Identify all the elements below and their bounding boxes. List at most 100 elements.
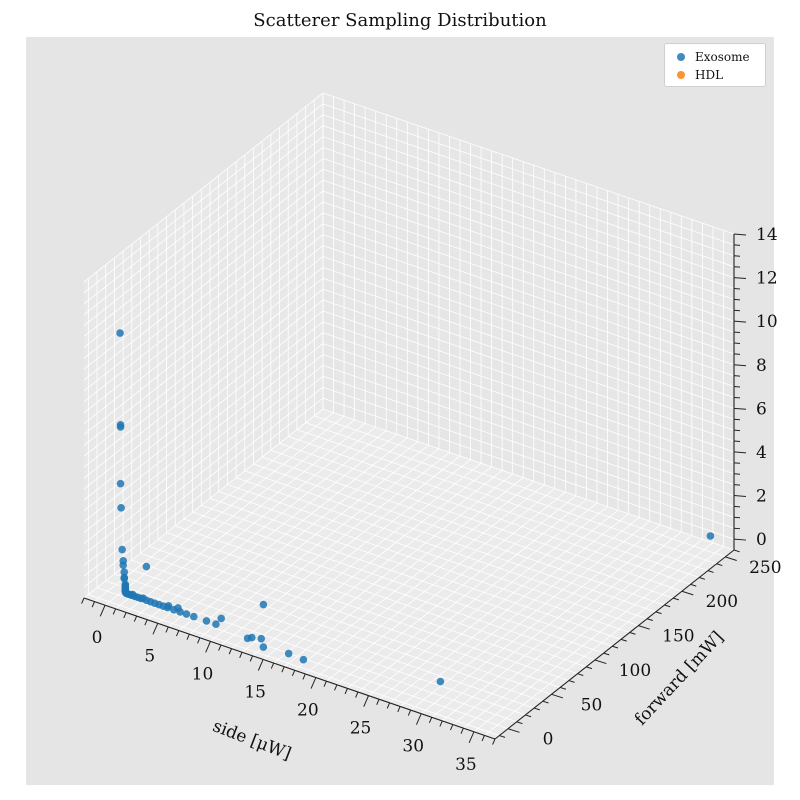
z-tick-label: 4 xyxy=(756,443,767,463)
x-tick-mark xyxy=(302,673,306,680)
z-grid-back xyxy=(322,212,735,355)
x-tick-label: 5 xyxy=(144,646,155,666)
x-grid-floor xyxy=(484,546,724,736)
z-grid-back xyxy=(322,397,735,540)
x-tick-mark xyxy=(449,724,454,731)
x-grid-floor xyxy=(178,441,419,631)
x-grid-floor xyxy=(273,473,513,664)
x-tick-label: 35 xyxy=(455,755,477,775)
axis-lines xyxy=(81,233,747,745)
x-tick-mark xyxy=(460,727,464,734)
legend-item-hdl: HDL xyxy=(665,66,723,84)
x-grid-floor xyxy=(389,513,629,704)
y-grid-floor xyxy=(149,546,561,688)
z-grid-back xyxy=(322,201,735,344)
x-grid-floor xyxy=(104,415,345,606)
y-tick-mark xyxy=(551,693,564,699)
x-grid-floor xyxy=(231,459,471,649)
data-point-exosome xyxy=(284,649,293,658)
x-grid-floor xyxy=(357,502,598,693)
data-point-exosome xyxy=(164,601,173,610)
x-tick-mark xyxy=(152,623,159,635)
legend-marker-hdl xyxy=(677,71,685,79)
legend: Exosome HDL xyxy=(664,43,766,87)
x-tick-mark xyxy=(439,720,443,727)
z-grid-left xyxy=(83,103,324,294)
z-grid-left xyxy=(83,125,324,316)
x-tick-mark xyxy=(165,626,169,633)
y-grid-floor xyxy=(288,436,700,578)
z-tick-mark xyxy=(733,320,747,323)
z-grid-back xyxy=(322,125,735,268)
x-tick-mark xyxy=(91,601,95,608)
z-grid-back xyxy=(322,136,735,278)
y-tick-mark xyxy=(629,631,636,635)
x-tick-mark xyxy=(133,615,138,622)
z-grid-back xyxy=(322,266,735,409)
y-grid-floor xyxy=(218,491,630,633)
x-grid-floor xyxy=(315,488,556,678)
y-tick-label: 50 xyxy=(581,695,603,715)
z-tick-mark xyxy=(733,451,747,454)
z-grid-left xyxy=(83,234,324,424)
z-grid-left xyxy=(83,190,324,381)
y-grid-floor xyxy=(201,504,613,647)
y-grid-floor xyxy=(183,518,596,661)
y-tick-mark xyxy=(603,652,610,656)
z-grid-left xyxy=(83,375,324,566)
y-grid-floor xyxy=(322,408,735,551)
data-point-exosome xyxy=(142,562,151,571)
data-point-exosome xyxy=(116,423,125,431)
z-grid-left xyxy=(83,354,324,544)
z-grid-back xyxy=(322,103,735,246)
x-tick-mark xyxy=(205,641,211,653)
z-grid-left xyxy=(83,179,324,370)
y-tick-label: 150 xyxy=(662,627,694,647)
x-grid-floor xyxy=(399,517,640,707)
x-tick-mark xyxy=(144,619,148,626)
data-point-exosome xyxy=(117,503,125,512)
x-tick-mark xyxy=(481,735,485,742)
y-tick-mark xyxy=(716,563,723,567)
z-grid-back xyxy=(322,190,735,333)
x-grid-floor xyxy=(168,437,408,628)
data-point-exosome xyxy=(120,568,129,576)
x-grid-floor xyxy=(347,499,587,689)
data-point-exosome xyxy=(247,633,256,642)
x-tick-mark xyxy=(112,608,117,615)
x-grid-floor xyxy=(294,480,535,671)
x-grid-floor xyxy=(146,430,387,621)
z-grid-back xyxy=(322,179,735,322)
x-tick-mark xyxy=(355,691,359,698)
z-tick-mark xyxy=(733,277,747,280)
y-grid-floor xyxy=(227,484,639,626)
z-grid-back xyxy=(322,277,735,420)
x-grid-floor xyxy=(442,531,682,722)
y-tick-mark xyxy=(673,597,680,601)
y-tick-mark xyxy=(612,645,619,649)
z-grid-left xyxy=(83,256,324,446)
x-grid-floor xyxy=(157,433,398,624)
y-tick-mark xyxy=(568,680,575,683)
z-grid-left xyxy=(83,397,324,588)
x-tick-mark xyxy=(249,655,254,662)
data-point-exosome xyxy=(120,574,129,583)
y-axis-line xyxy=(494,549,735,740)
x-grid-floor xyxy=(410,520,650,711)
z-grid-back xyxy=(322,299,735,442)
chart-title: Scatterer Sampling Distribution xyxy=(253,10,547,31)
y-grid-floor xyxy=(166,532,578,675)
y-grid-floor xyxy=(157,539,570,681)
x-grid-floor xyxy=(220,455,461,646)
y-grid-floor xyxy=(244,470,656,613)
x-grid-floor xyxy=(420,524,661,715)
z-grid-left xyxy=(83,147,324,337)
y-grid-floor xyxy=(105,580,517,723)
axis-panes xyxy=(84,93,734,739)
x-tick-mark xyxy=(363,695,369,707)
y-tick-mark xyxy=(499,735,506,738)
x-grid-floor xyxy=(336,495,577,686)
grid-lines xyxy=(83,92,735,740)
z-grid-back xyxy=(322,158,735,300)
